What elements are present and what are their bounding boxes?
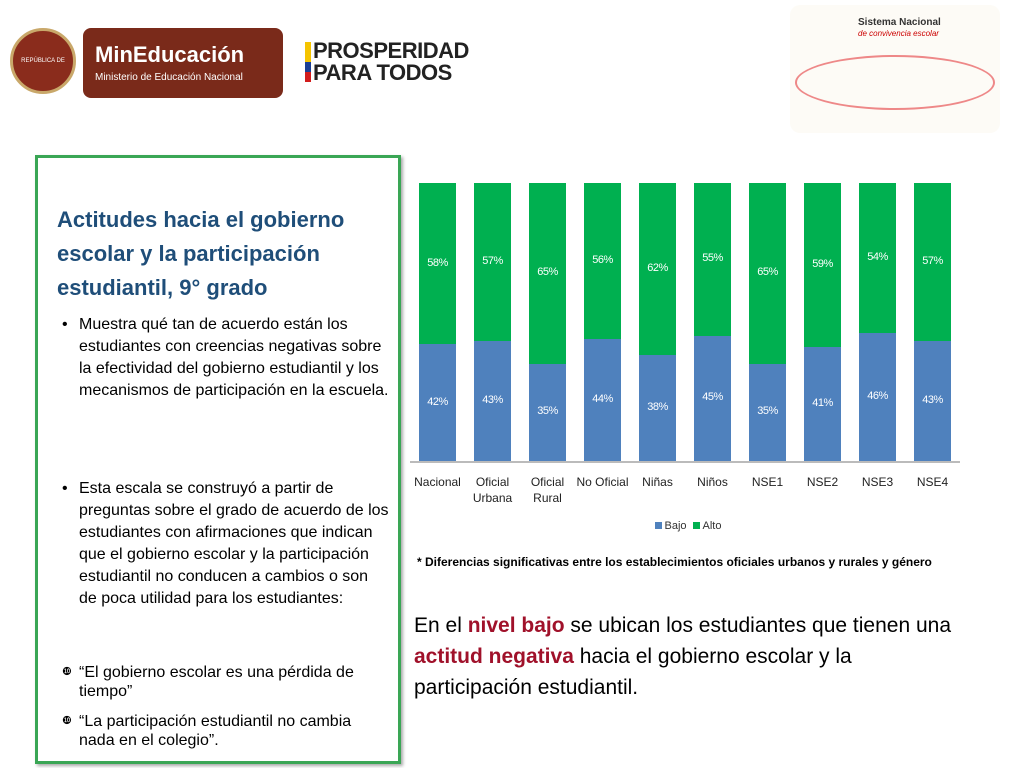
program-name: Sistema Nacional xyxy=(858,17,941,28)
data-label: 54% xyxy=(867,251,888,264)
ministry-name: MinEducación xyxy=(95,42,245,67)
x-tick-label: NSE1 xyxy=(751,475,784,489)
sub-item: “La participación estudiantil no cambia … xyxy=(62,712,389,750)
x-tick-label: Oficial Urbana xyxy=(472,475,513,505)
emblem: REPÚBLICA DE COLOMBIA xyxy=(10,28,76,94)
slogan-line: PARA TODOS xyxy=(313,60,452,85)
bar-segment xyxy=(749,363,786,461)
text-panel xyxy=(35,155,401,764)
x-tick-label: NSE2 xyxy=(806,475,839,489)
data-label: 42% xyxy=(427,395,448,408)
bar-segment xyxy=(639,355,676,461)
x-tick-label: No Oficial xyxy=(576,475,629,489)
data-label: 65% xyxy=(757,266,778,279)
bar-segment xyxy=(694,183,731,336)
bar-segment xyxy=(749,183,786,364)
bar-segment xyxy=(474,341,511,461)
x-tick-label: Niñas xyxy=(642,475,673,489)
data-label: 58% xyxy=(427,256,448,269)
data-label: 43% xyxy=(482,394,503,407)
x-tick-label: Nacional xyxy=(414,475,461,489)
bullet: Esta escala se construyó a partir de pre… xyxy=(62,478,389,610)
legend-label: Alto xyxy=(702,520,722,532)
bar-segment xyxy=(584,338,621,461)
bar-segment xyxy=(639,183,676,356)
legend-swatch xyxy=(692,522,700,529)
legend-swatch xyxy=(654,522,662,529)
bar-segment xyxy=(859,333,896,461)
bar-segment xyxy=(914,341,951,461)
slogan-line: PROSPERIDAD xyxy=(313,38,469,63)
program-logo: Sistema Nacional de convivencia escolar xyxy=(790,5,1000,133)
data-label: 45% xyxy=(702,391,723,404)
emphasis: nivel bajo xyxy=(467,614,565,637)
bar-segment xyxy=(419,344,456,461)
ministry-sub: Ministerio de Educación Nacional xyxy=(95,72,243,83)
data-label: 35% xyxy=(757,405,778,418)
summary-text: hacia el gobierno escolar y la participa… xyxy=(414,645,852,699)
bullet: Muestra qué tan de acuerdo están los est… xyxy=(62,314,389,402)
data-label: 56% xyxy=(592,253,613,266)
slogan: PROSPERIDAD PARA TODOS xyxy=(305,38,469,85)
data-label: 55% xyxy=(702,252,723,265)
x-tick-label: Niños xyxy=(697,475,728,489)
bar-segment xyxy=(419,183,456,345)
x-tick-label: NSE4 xyxy=(916,475,949,489)
x-tick-label: Oficial Rural xyxy=(530,475,565,505)
data-label: 41% xyxy=(812,397,833,409)
note: * Diferencias significativas entre los e… xyxy=(417,555,932,569)
summary: En el nivel bajo se ubican los estudiant… xyxy=(414,610,974,703)
bar-segment xyxy=(694,335,731,461)
ministry-logo: MinEducación Ministerio de Educación Nac… xyxy=(83,28,283,98)
data-label: 44% xyxy=(592,392,613,405)
bar-segment xyxy=(914,183,951,342)
ring xyxy=(795,55,995,110)
data-label: 59% xyxy=(812,258,833,270)
legend: Bajo Alto xyxy=(410,520,960,532)
axis-line xyxy=(410,461,960,463)
data-label: 43% xyxy=(922,394,943,407)
bar-segment xyxy=(529,363,566,461)
summary-text: En el xyxy=(414,614,468,637)
bar-segment xyxy=(859,183,896,334)
summary-text: se ubican los estudiantes que tienen una xyxy=(564,614,952,637)
data-label: 35% xyxy=(537,405,558,418)
emphasis: actitud negativa xyxy=(414,645,574,668)
data-label: 57% xyxy=(482,255,503,268)
program-sub: de convivencia escolar xyxy=(858,29,939,38)
data-label: 57% xyxy=(922,255,943,268)
bar-segment xyxy=(584,183,621,339)
bar-segment xyxy=(804,347,841,461)
legend-label: Bajo xyxy=(664,520,687,532)
panel-title: Actitudes hacia el gobierno escolar y la… xyxy=(57,207,345,300)
sub-item: “El gobierno escolar es una pérdida de t… xyxy=(62,663,389,701)
data-label: 62% xyxy=(647,262,668,275)
data-label: 38% xyxy=(647,401,668,414)
data-label: 65% xyxy=(537,266,558,279)
data-label: 46% xyxy=(867,390,888,403)
bar-segment xyxy=(804,183,841,348)
bar-segment xyxy=(474,183,511,342)
x-tick-label: NSE3 xyxy=(861,475,894,489)
bar-segment xyxy=(529,183,566,364)
